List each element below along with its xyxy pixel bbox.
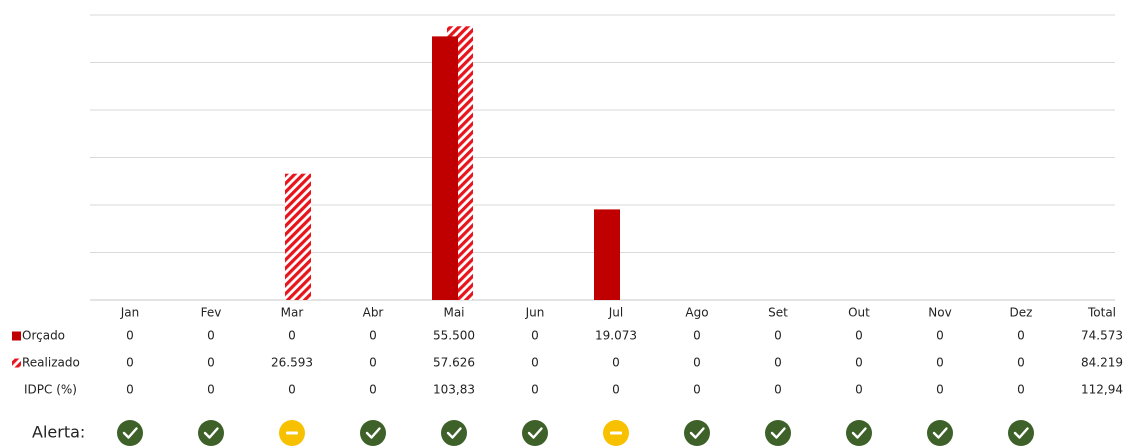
table-cell: 0 [207, 383, 215, 397]
table-cell: 0 [936, 356, 944, 370]
table-cell: 0 [531, 383, 539, 397]
table-cell: 0 [855, 383, 863, 397]
alert-label: Alerta: [32, 423, 85, 442]
table-cell: 0 [774, 329, 782, 343]
alert-icon [198, 420, 224, 446]
table-cell: 0 [774, 383, 782, 397]
table-total: 112,94 [1081, 383, 1123, 397]
alert-icon [360, 420, 386, 446]
table-cell: 57.626 [433, 356, 475, 370]
x-tick-label: Mai [443, 306, 464, 320]
table-cell: 0 [207, 356, 215, 370]
x-tick-label: Mar [281, 306, 304, 320]
legend-swatch [12, 331, 21, 341]
table-total: 74.573 [1081, 329, 1123, 343]
table-cell: 0 [369, 383, 377, 397]
table-cell: 0 [855, 356, 863, 370]
check-mark [446, 427, 462, 439]
alert-icon [1008, 420, 1034, 446]
table-cell: 0 [936, 329, 944, 343]
alert-icon [441, 420, 467, 446]
table-cell: 0 [126, 356, 134, 370]
alert-circle [360, 420, 386, 446]
legend-label: Orçado [22, 329, 65, 343]
bar [285, 173, 311, 300]
x-tick-label: Abr [363, 306, 384, 320]
alert-circle [198, 420, 224, 446]
alert-icon [603, 420, 629, 446]
alert-icon [684, 420, 710, 446]
row-label: IDPC (%) [24, 383, 77, 397]
alert-icon [117, 420, 143, 446]
alert-icon [522, 420, 548, 446]
table-cell: 0 [126, 383, 134, 397]
table-cell: 0 [693, 383, 701, 397]
alert-circle [927, 420, 953, 446]
check-mark [527, 427, 543, 439]
alert-circle [765, 420, 791, 446]
table-cell: 0 [126, 329, 134, 343]
table-cell: 0 [774, 356, 782, 370]
table-cell: 0 [693, 329, 701, 343]
table-cell: 0 [855, 329, 863, 343]
alert-icon [279, 420, 305, 446]
table-total: 84.219 [1081, 356, 1123, 370]
table-cell: 19.073 [595, 329, 637, 343]
x-tick-label: Jul [608, 306, 623, 320]
check-mark [770, 427, 786, 439]
dash-mark [610, 431, 622, 435]
dash-mark [286, 431, 298, 435]
bar [594, 209, 620, 300]
x-tick-label: Fev [201, 306, 222, 320]
table-cell: 0 [612, 383, 620, 397]
table-cell: 0 [288, 383, 296, 397]
table-cell: 0 [531, 329, 539, 343]
table-cell: 0 [207, 329, 215, 343]
table-cell: 0 [288, 329, 296, 343]
table-cell: 0 [1017, 329, 1025, 343]
table-cell: 55.500 [433, 329, 475, 343]
check-mark [932, 427, 948, 439]
table-cell: 0 [369, 356, 377, 370]
check-mark [1013, 427, 1029, 439]
bar [432, 36, 458, 300]
alert-icon [846, 420, 872, 446]
table-cell: 0 [369, 329, 377, 343]
check-mark [689, 427, 705, 439]
table-cell: 0 [531, 356, 539, 370]
alert-icon [765, 420, 791, 446]
x-tick-label: Nov [928, 306, 951, 320]
table-cell: 26.593 [271, 356, 313, 370]
x-tick-label: Ago [685, 306, 708, 320]
alert-circle [117, 420, 143, 446]
alert-circle [684, 420, 710, 446]
check-mark [122, 427, 138, 439]
table-cell: 0 [1017, 356, 1025, 370]
x-tick-label: Set [768, 306, 788, 320]
table-cell: 0 [936, 383, 944, 397]
column-header: Total [1087, 306, 1116, 320]
x-tick-label: Jan [120, 306, 140, 320]
check-mark [365, 427, 381, 439]
table-cell: 0 [693, 356, 701, 370]
alert-icon [927, 420, 953, 446]
alert-circle [1008, 420, 1034, 446]
table-cell: 0 [1017, 383, 1025, 397]
legend-label: Realizado [22, 356, 80, 370]
legend-swatch [12, 358, 21, 368]
check-mark [203, 427, 219, 439]
x-tick-label: Out [848, 306, 870, 320]
alert-circle [846, 420, 872, 446]
x-tick-label: Jun [525, 306, 545, 320]
table-cell: 103,83 [433, 383, 475, 397]
alert-circle [522, 420, 548, 446]
x-tick-label: Dez [1010, 306, 1033, 320]
check-mark [851, 427, 867, 439]
alert-circle [441, 420, 467, 446]
table-cell: 0 [612, 356, 620, 370]
